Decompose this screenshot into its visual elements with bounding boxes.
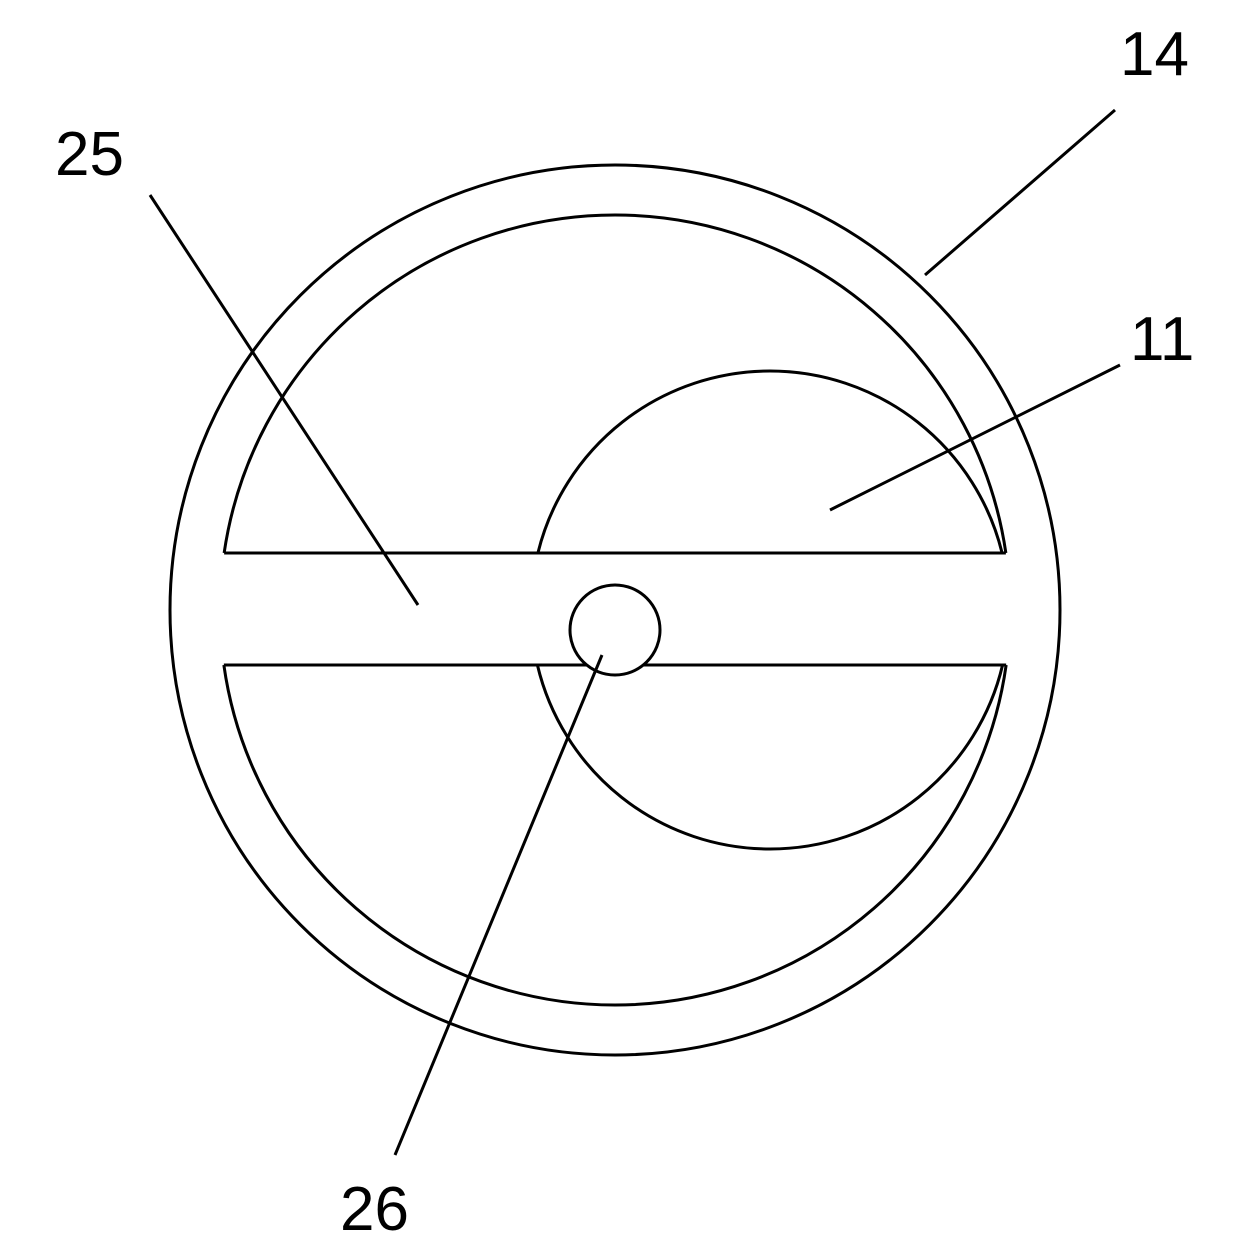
center-small-circle	[570, 585, 660, 675]
leader-14	[925, 110, 1115, 275]
inner-ring-bottom-arc	[224, 665, 1006, 1005]
leader-26	[395, 655, 602, 1155]
label-26: 26	[340, 1175, 409, 1244]
label-11: 11	[1130, 305, 1194, 374]
eccentric-circle-top-arc	[538, 371, 1002, 553]
leader-25	[150, 195, 418, 605]
label-14: 14	[1120, 20, 1189, 89]
eccentric-circle-bottom-arc	[537, 665, 1002, 849]
label-25: 25	[55, 120, 124, 189]
inner-ring-top-arc	[224, 215, 1006, 553]
outer-ring	[170, 165, 1060, 1055]
technical-diagram: 14 25 11 26	[0, 0, 1240, 1253]
